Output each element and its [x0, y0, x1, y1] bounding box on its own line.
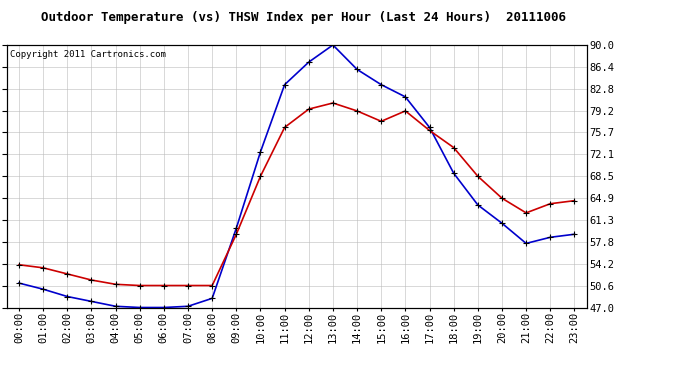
Text: Outdoor Temperature (vs) THSW Index per Hour (Last 24 Hours)  20111006: Outdoor Temperature (vs) THSW Index per …	[41, 11, 566, 24]
Text: Copyright 2011 Cartronics.com: Copyright 2011 Cartronics.com	[10, 50, 166, 59]
